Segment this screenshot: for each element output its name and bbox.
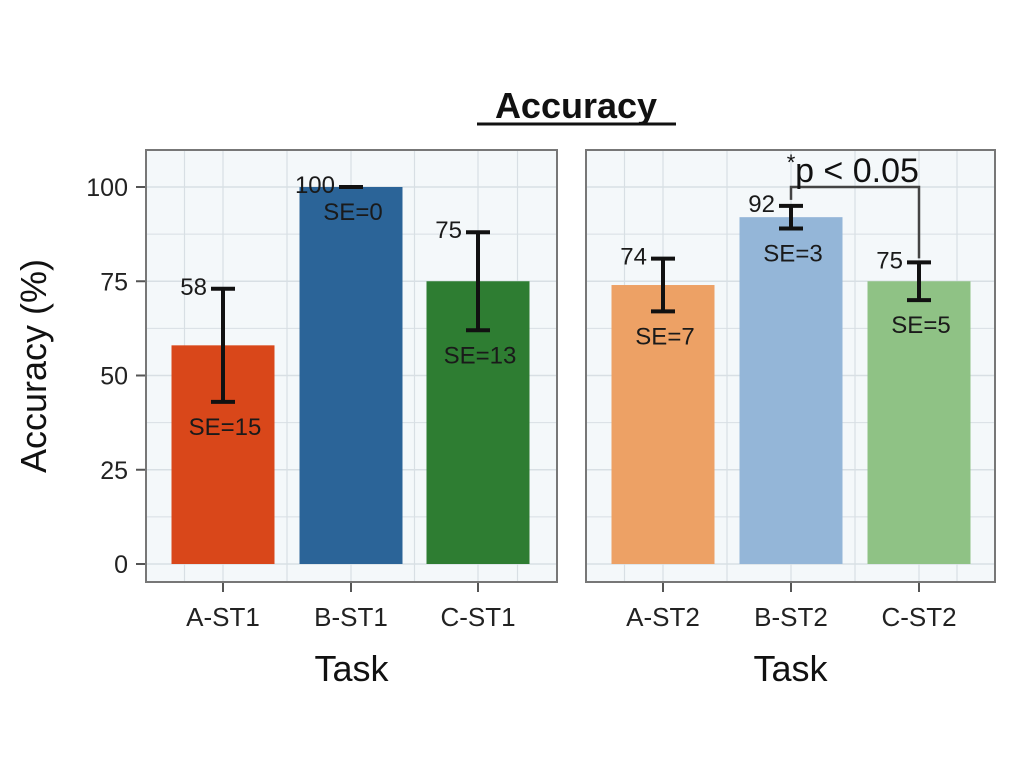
x-axis-title: Task [753,648,828,689]
y-tick-label: 0 [114,551,128,579]
chart-title: Accuracy [495,85,657,126]
bar-b-st1 [299,187,403,564]
value-label: 74 [620,244,647,271]
bar-c-st2 [867,281,971,564]
error-bar [466,230,490,333]
value-label: 75 [876,247,903,274]
value-label: 75 [435,217,462,244]
error-bar [211,286,235,404]
panel-border [145,149,558,583]
se-label: SE=0 [323,199,382,226]
y-tick-label: 100 [86,174,128,202]
x-axis-title: Task [314,648,389,689]
y-tick-label: 50 [100,363,128,391]
x-tick-label: C-ST1 [440,602,515,632]
x-tick-label: C-ST2 [881,602,956,632]
error-bar [779,203,803,231]
significance-marker: * [787,150,796,175]
value-label: 100 [295,172,335,199]
se-label: SE=15 [189,414,262,441]
se-label: SE=13 [444,342,517,369]
se-label: SE=7 [635,323,694,350]
x-tick-label: A-ST1 [186,602,260,632]
error-bar [907,260,931,303]
value-label: 58 [180,274,207,301]
x-tick-label: B-ST1 [314,602,388,632]
panel-2: 74 SE=7 A-ST2 92 SE=3 B-ST2 75 SE=5 C-ST2 Task * p … [585,149,996,689]
x-tick-label: B-ST2 [754,602,828,632]
se-label: SE=3 [763,240,822,267]
y-axis-title: Accuracy (%) [13,259,54,473]
significance-bracket: * p < 0.05 [787,150,921,259]
se-label: SE=5 [891,312,950,339]
significance-label: p < 0.05 [795,152,919,190]
x-tick-label: A-ST2 [626,602,700,632]
panel-border [585,149,996,583]
bar-a-st2 [611,285,715,564]
y-tick-label: 75 [100,268,128,296]
bar-b-st2 [739,217,843,564]
value-label: 92 [748,191,775,218]
y-tick-label: 25 [100,457,128,485]
error-bar [651,256,675,314]
panels: 025507510058SE=15A-ST1100SE=0B-ST175SE=1… [86,149,996,689]
